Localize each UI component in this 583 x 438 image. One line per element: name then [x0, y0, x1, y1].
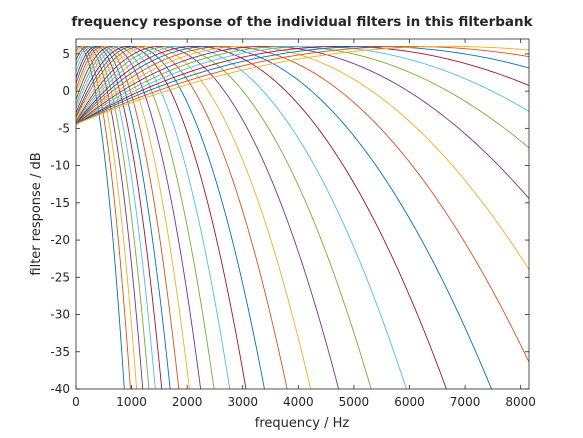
filter-curve-11: [76, 45, 202, 389]
filter-curves: [76, 45, 529, 389]
y-axis: -40 -35 -30 -25 -20 -15 -10 -5 0 5: [50, 47, 529, 396]
x-axis: 0 1000 2000 3000 4000 5000 6000 7000 8000: [72, 39, 536, 409]
x-tick-label: 4000: [283, 395, 314, 409]
filter-curve-13: [76, 45, 231, 389]
x-tick-label: 7000: [450, 395, 481, 409]
y-tick-label: -40: [50, 382, 70, 396]
filter-curve-17: [76, 45, 312, 389]
x-tick-label: 0: [72, 395, 80, 409]
filter-curve-31: [76, 46, 529, 125]
x-tick-label: 2000: [172, 395, 203, 409]
filter-curve-30: [76, 46, 529, 125]
filter-curve-22: [76, 45, 492, 389]
y-tick-label: 0: [62, 84, 70, 98]
x-tick-label: 8000: [505, 395, 536, 409]
plot-area: [76, 39, 529, 389]
filter-curve-29: [76, 46, 529, 125]
y-tick-label: 5: [62, 47, 70, 61]
y-tick-label: -25: [50, 270, 70, 284]
filter-curve-28: [76, 46, 529, 125]
filter-curve-3: [76, 45, 138, 389]
filter-curve-10: [76, 45, 190, 389]
y-tick-label: -30: [50, 308, 70, 322]
filter-curve-27: [76, 46, 529, 126]
x-tick-label: 3000: [227, 395, 258, 409]
filter-curve-25: [76, 45, 529, 199]
filter-curve-24: [76, 46, 529, 270]
filter-curve-20: [76, 45, 407, 389]
x-axis-label: frequency / Hz: [255, 416, 350, 431]
plot-frame: [75, 38, 530, 390]
y-axis-label: filter response / dB: [29, 152, 44, 275]
filter-curve-23: [76, 45, 529, 363]
filter-curve-1: [76, 45, 125, 389]
chart-title: frequency response of the individual fil…: [71, 14, 533, 30]
filter-curve-21: [76, 45, 447, 389]
y-tick-label: -20: [50, 233, 70, 247]
x-tick-label: 6000: [394, 395, 425, 409]
x-tick-label: 5000: [339, 395, 370, 409]
filter-curve-19: [76, 45, 372, 389]
x-tick-label: 1000: [116, 395, 147, 409]
filter-curve-15: [76, 45, 265, 389]
y-tick-label: -5: [58, 121, 70, 135]
y-tick-label: -15: [50, 196, 70, 210]
y-tick-label: -35: [50, 345, 70, 359]
filter-curve-18: [76, 45, 340, 389]
filter-curve-7: [76, 45, 163, 389]
y-tick-label: -10: [50, 159, 70, 173]
filter-curve-16: [76, 45, 288, 389]
